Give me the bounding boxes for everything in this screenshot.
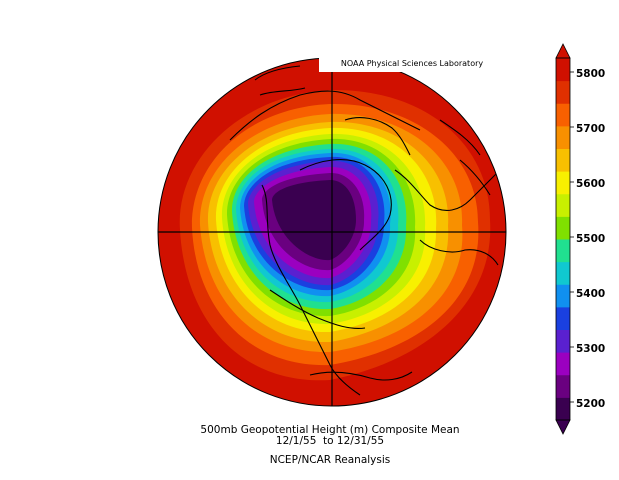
colorbar-segment <box>556 193 570 217</box>
colorbar-segment <box>556 103 570 127</box>
colorbar-segment <box>556 239 570 263</box>
colorbar-segment <box>556 306 570 330</box>
colorbar-segment <box>556 397 570 421</box>
caption-source: NCEP/NCAR Reanalysis <box>269 454 391 466</box>
graticule <box>158 58 506 406</box>
colorbar-segment <box>556 148 570 172</box>
colorbar-segment <box>556 80 570 104</box>
credit-label: NOAA Physical Sciences Laboratory <box>319 56 505 72</box>
colorbar <box>555 43 574 435</box>
colorbar-tick-label: 5400 <box>576 288 606 300</box>
colorbar-tick-label: 5200 <box>576 398 606 410</box>
height-field <box>158 58 506 406</box>
caption-title: 500mb Geopotential Height (m) Composite … <box>200 424 460 436</box>
colorbar-segment <box>556 58 570 82</box>
colorbar-tick-label: 5300 <box>576 343 606 355</box>
colorbar-segment <box>556 261 570 285</box>
colorbar-segment <box>556 216 570 240</box>
colorbar-segment <box>556 125 570 149</box>
field-band <box>272 180 356 261</box>
colorbar-segment <box>556 171 570 195</box>
colorbar-tick-label: 5700 <box>576 123 606 135</box>
colorbar-top-arrow <box>555 43 571 59</box>
continent-outlines <box>229 65 501 396</box>
colorbar-tick-label: 5500 <box>576 233 606 245</box>
colorbar-outline <box>555 57 571 421</box>
colorbar-segment <box>556 284 570 308</box>
caption-dates: 12/1/55 to 12/31/55 <box>275 435 385 447</box>
colorbar-bottom-arrow <box>555 419 571 435</box>
colorbar-segment <box>556 329 570 353</box>
colorbar-segment <box>556 352 570 376</box>
colorbar-segment <box>556 374 570 398</box>
colorbar-tick-label: 5600 <box>576 178 606 190</box>
colorbar-tick-label: 5800 <box>576 68 606 80</box>
